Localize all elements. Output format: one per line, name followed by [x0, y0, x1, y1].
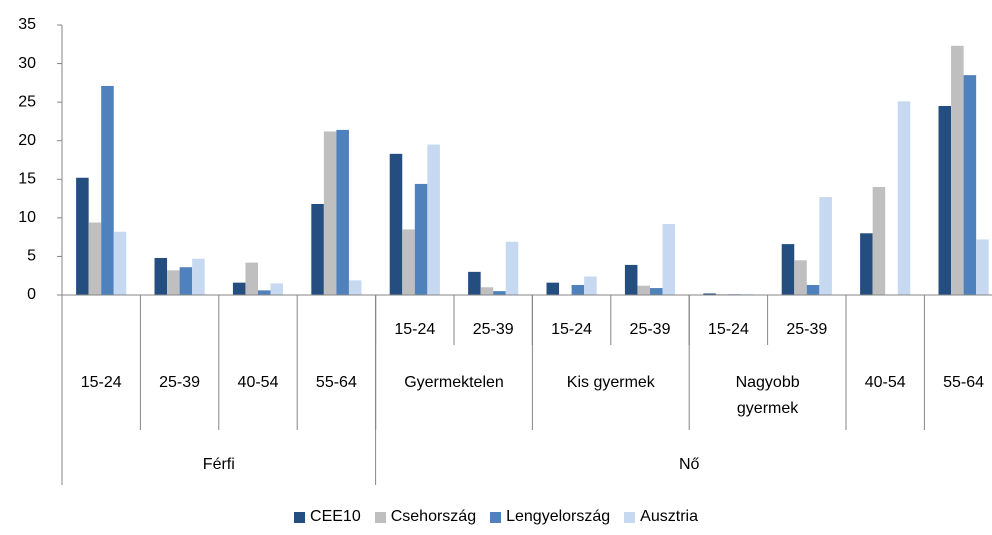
category-label: 25-39 — [159, 374, 201, 391]
bar — [270, 283, 284, 295]
legend: CEE10 Csehország Lengyelország Ausztria — [0, 508, 992, 526]
bar — [323, 131, 337, 295]
bar — [389, 153, 403, 295]
legend-swatch — [294, 511, 306, 523]
bar — [781, 244, 795, 295]
category-label: 25-39 — [629, 321, 671, 338]
category-label: 15-24 — [707, 321, 749, 338]
bar — [819, 197, 832, 295]
bar — [101, 85, 114, 295]
bar — [480, 287, 494, 295]
bar — [179, 267, 193, 295]
bar — [167, 270, 180, 295]
legend-swatch — [624, 511, 636, 523]
legend-item: Lengyelország — [490, 508, 610, 526]
legend-label: Lengyelország — [506, 508, 611, 525]
legend-label: Ausztria — [640, 508, 698, 525]
bar — [650, 288, 663, 295]
bar — [897, 101, 911, 295]
bar — [860, 233, 873, 295]
bar — [402, 229, 415, 295]
category-label: 55-64 — [943, 374, 985, 391]
bar — [76, 177, 89, 295]
y-tick-label: 20 — [18, 132, 36, 149]
bar — [963, 75, 977, 296]
bar — [232, 282, 246, 295]
category-label: 25-39 — [786, 321, 828, 338]
category-label: 15-24 — [551, 321, 593, 338]
bar — [951, 45, 964, 296]
y-tick-label: 35 — [18, 16, 36, 33]
category-label: Férfi — [202, 456, 235, 473]
legend-item: Csehország — [374, 508, 477, 526]
bar — [245, 262, 258, 295]
category-label: Kis gyermek — [566, 374, 655, 391]
y-tick-label: 15 — [18, 171, 36, 188]
bar — [546, 282, 560, 295]
bar — [414, 183, 428, 295]
bar — [584, 276, 597, 295]
bar — [571, 284, 585, 295]
bar — [703, 293, 716, 295]
legend-label: CEE10 — [310, 508, 361, 525]
legend-item: Ausztria — [624, 508, 698, 526]
bar — [154, 257, 168, 295]
category-label: Gyermektelen — [404, 374, 504, 391]
bar — [806, 284, 820, 295]
y-tick-label: 30 — [18, 55, 36, 72]
bar — [348, 280, 362, 295]
bar — [637, 285, 650, 295]
category-label: 15-24 — [394, 321, 436, 338]
bar — [336, 129, 349, 295]
legend-swatch — [374, 511, 386, 523]
bar — [505, 241, 519, 295]
bar — [192, 258, 205, 295]
category-label: 55-64 — [315, 374, 357, 391]
category-label: 40-54 — [237, 374, 279, 391]
category-label: 40-54 — [864, 374, 906, 391]
legend-label: Csehország — [390, 508, 477, 525]
bar — [88, 222, 102, 295]
bar — [872, 187, 886, 295]
y-tick-label: 0 — [27, 286, 36, 303]
bar — [794, 260, 807, 295]
bar — [938, 106, 952, 295]
bar — [427, 144, 440, 295]
bar — [113, 231, 127, 295]
bar — [662, 224, 676, 295]
y-tick-label: 10 — [18, 209, 36, 226]
y-tick-label: 25 — [18, 93, 36, 110]
bar — [624, 264, 638, 295]
category-label: Nő — [678, 456, 700, 473]
bar — [493, 291, 506, 295]
bar — [976, 239, 989, 295]
legend-item: CEE10 — [294, 508, 361, 526]
legend-swatch — [490, 511, 502, 523]
category-label: Nagyobb gyermek — [735, 374, 800, 417]
category-label: 25-39 — [472, 321, 514, 338]
bar — [258, 290, 271, 295]
category-label: 15-24 — [80, 374, 122, 391]
bar — [311, 203, 324, 295]
bar — [468, 271, 481, 295]
y-tick-label: 5 — [27, 248, 36, 265]
